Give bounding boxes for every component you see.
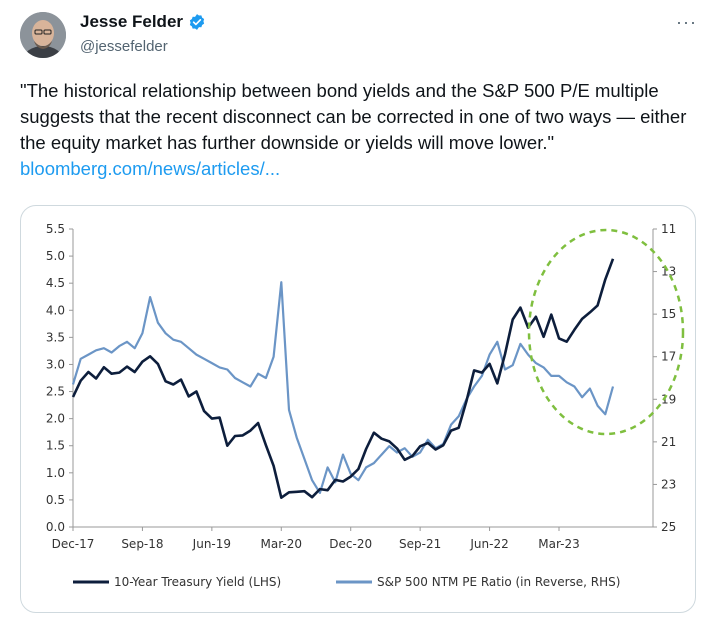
x-tick-label: Dec-20	[329, 537, 372, 551]
pe-series-line	[71, 281, 615, 494]
tweet-body: "The historical relationship between bon…	[20, 80, 687, 153]
chart: 5.5 5.0 4.5 4.0 3.5 3.0 2.5 2.0 1.5 1.0 0.5 0.0 11 13…	[46, 222, 685, 589]
avatar[interactable]	[20, 12, 66, 58]
y-left-tick-label: 3.0	[46, 357, 65, 371]
y-left-tick-label: 2.0	[46, 412, 65, 426]
yield-series-line	[71, 258, 615, 499]
x-tick-label: Mar-23	[538, 537, 579, 551]
y-right-tick-label: 15	[661, 307, 676, 321]
y-left-tick-label: 5.5	[46, 222, 65, 236]
y-right-tick-label: 11	[661, 222, 676, 236]
y-left-tick-label: 5.0	[46, 249, 65, 263]
x-tick-label: Sep-21	[399, 537, 441, 551]
more-horizontal-icon[interactable]: ···	[676, 12, 697, 32]
tweet-text: "The historical relationship between bon…	[20, 78, 700, 182]
author-name-text[interactable]: Jesse Felder	[80, 12, 184, 31]
x-tick-label: Sep-18	[121, 537, 163, 551]
verified-badge-icon[interactable]	[188, 13, 206, 31]
y-right-tick-label: 21	[661, 435, 676, 449]
y-right-tick-label: 23	[661, 477, 676, 491]
x-tick-label: Mar-20	[261, 537, 302, 551]
legend-pe-label: S&P 500 NTM PE Ratio (in Reverse, RHS)	[377, 575, 620, 589]
y-right-tick-label: 17	[661, 350, 676, 364]
x-tick-label: Dec-17	[52, 537, 95, 551]
y-left-tick-label: 3.5	[46, 330, 65, 344]
y-left-tick-label: 0.0	[46, 520, 65, 534]
y-right-tick-label: 13	[661, 265, 676, 279]
y-right-tick-label: 25	[661, 520, 676, 534]
x-tick-label: Jun-19	[192, 537, 231, 551]
y-left-tick-label: 2.5	[46, 385, 65, 399]
y-left-tick-label: 1.0	[46, 466, 65, 480]
y-left-tick-label: 4.5	[46, 276, 65, 290]
y-left-tick-label: 4.0	[46, 303, 65, 317]
highlight-circle	[527, 228, 685, 436]
author-name[interactable]: Jesse Felder	[80, 12, 206, 32]
author-handle[interactable]: @jessefelder	[80, 38, 168, 55]
x-tick-label: Jun-22	[469, 537, 508, 551]
article-link[interactable]: bloomberg.com/news/articles/...	[20, 158, 281, 179]
y-left-tick-label: 0.5	[46, 493, 65, 507]
y-left-tick-label: 1.5	[46, 439, 65, 453]
legend-yield-label: 10-Year Treasury Yield (LHS)	[114, 575, 281, 589]
chart-image[interactable]: 5.5 5.0 4.5 4.0 3.5 3.0 2.5 2.0 1.5 1.0 0.5 0.0 11 13…	[20, 205, 696, 613]
